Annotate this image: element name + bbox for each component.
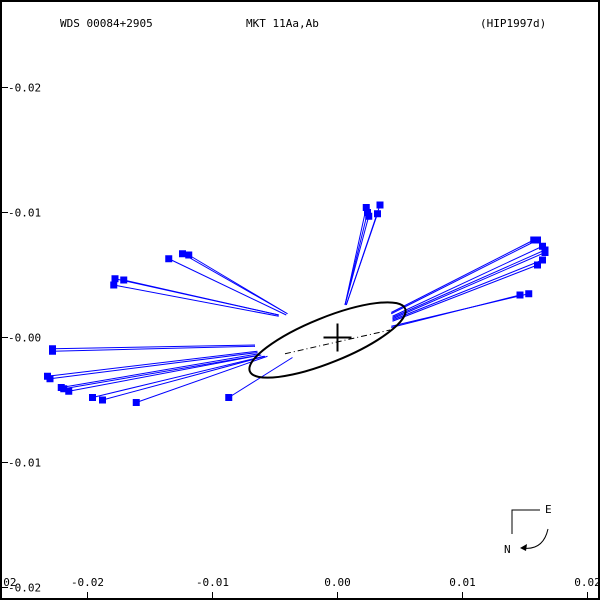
x-tick-label: -0.01: [196, 576, 229, 589]
residual-line: [123, 279, 279, 316]
header-wds-id: WDS 00084+2905: [60, 17, 153, 30]
observation-point: [120, 276, 128, 284]
compass-east-label: E: [545, 503, 552, 516]
y-tick-label: -0.02: [8, 82, 41, 95]
x-tick-label: 0.00: [324, 576, 351, 589]
observation-point: [60, 385, 68, 393]
residual-line: [345, 204, 381, 306]
observation-point: [374, 210, 381, 218]
compass-axes: [511, 509, 540, 534]
residual-line: [391, 239, 538, 315]
residual-lines: [47, 204, 546, 403]
residual-line: [392, 259, 543, 321]
y-tick-label: -0.02: [8, 582, 41, 595]
observation-point: [46, 375, 54, 383]
x-tick-label: -0.02: [0, 576, 17, 589]
observation-point: [376, 201, 384, 209]
compass-north-label: N: [504, 543, 511, 556]
residual-line: [92, 355, 264, 398]
observation-point: [539, 256, 546, 264]
observation-point: [99, 396, 106, 404]
orbit-ellipse: [248, 301, 407, 379]
residual-line: [136, 355, 268, 403]
observation-points: [44, 201, 549, 406]
observation-point: [362, 204, 370, 211]
y-tick-label: -0.01: [8, 207, 41, 220]
compass-arrowhead: [520, 544, 527, 551]
residual-line: [392, 249, 546, 318]
observation-point: [132, 399, 140, 406]
observation-point: [364, 209, 371, 216]
observation-point: [49, 347, 56, 355]
orbit-ellipse-group: [248, 301, 407, 379]
observation-point: [185, 251, 193, 259]
residual-line: [392, 245, 543, 317]
x-tick-label: 0.01: [449, 576, 476, 589]
residual-line: [102, 355, 266, 401]
observation-point: [525, 290, 533, 298]
observation-point: [534, 236, 541, 244]
x-tick-label: -0.02: [71, 576, 104, 589]
residual-line: [391, 239, 534, 313]
observation-point: [365, 212, 373, 220]
axis-ticks: -0.02-0.02-0.010.000.010.02-0.02-0.01-0.…: [0, 82, 600, 598]
residual-line: [188, 254, 288, 315]
y-tick-label: -0.01: [8, 457, 41, 470]
residual-line: [391, 294, 521, 328]
residual-line: [168, 258, 287, 316]
residual-line: [47, 350, 258, 377]
y-tick-label: -0.00: [8, 332, 41, 345]
observation-point: [110, 281, 118, 289]
residual-line: [61, 353, 259, 388]
header-reference: (HIP1997d): [480, 17, 546, 30]
residual-line: [52, 345, 256, 352]
residual-line: [68, 354, 262, 392]
residual-line: [63, 354, 261, 390]
residual-line: [392, 264, 538, 322]
residual-line: [392, 252, 546, 320]
observation-point: [65, 387, 73, 395]
residual-line: [49, 352, 258, 380]
observation-point: [516, 291, 524, 299]
residual-line: [344, 216, 370, 306]
observation-point: [541, 249, 549, 256]
observation-point: [225, 394, 233, 401]
observation-point: [179, 250, 186, 258]
residual-line: [113, 284, 279, 317]
observation-point: [530, 236, 538, 244]
x-tick-label: 0.02: [574, 576, 600, 589]
observation-point: [539, 242, 546, 250]
residual-line: [52, 344, 256, 350]
observation-point: [89, 394, 96, 401]
observation-point: [534, 261, 541, 269]
header-pair-name: MKT 11Aa,Ab: [246, 17, 319, 30]
observation-point: [111, 275, 119, 283]
observation-point: [165, 255, 173, 263]
compass: E N: [504, 503, 552, 556]
